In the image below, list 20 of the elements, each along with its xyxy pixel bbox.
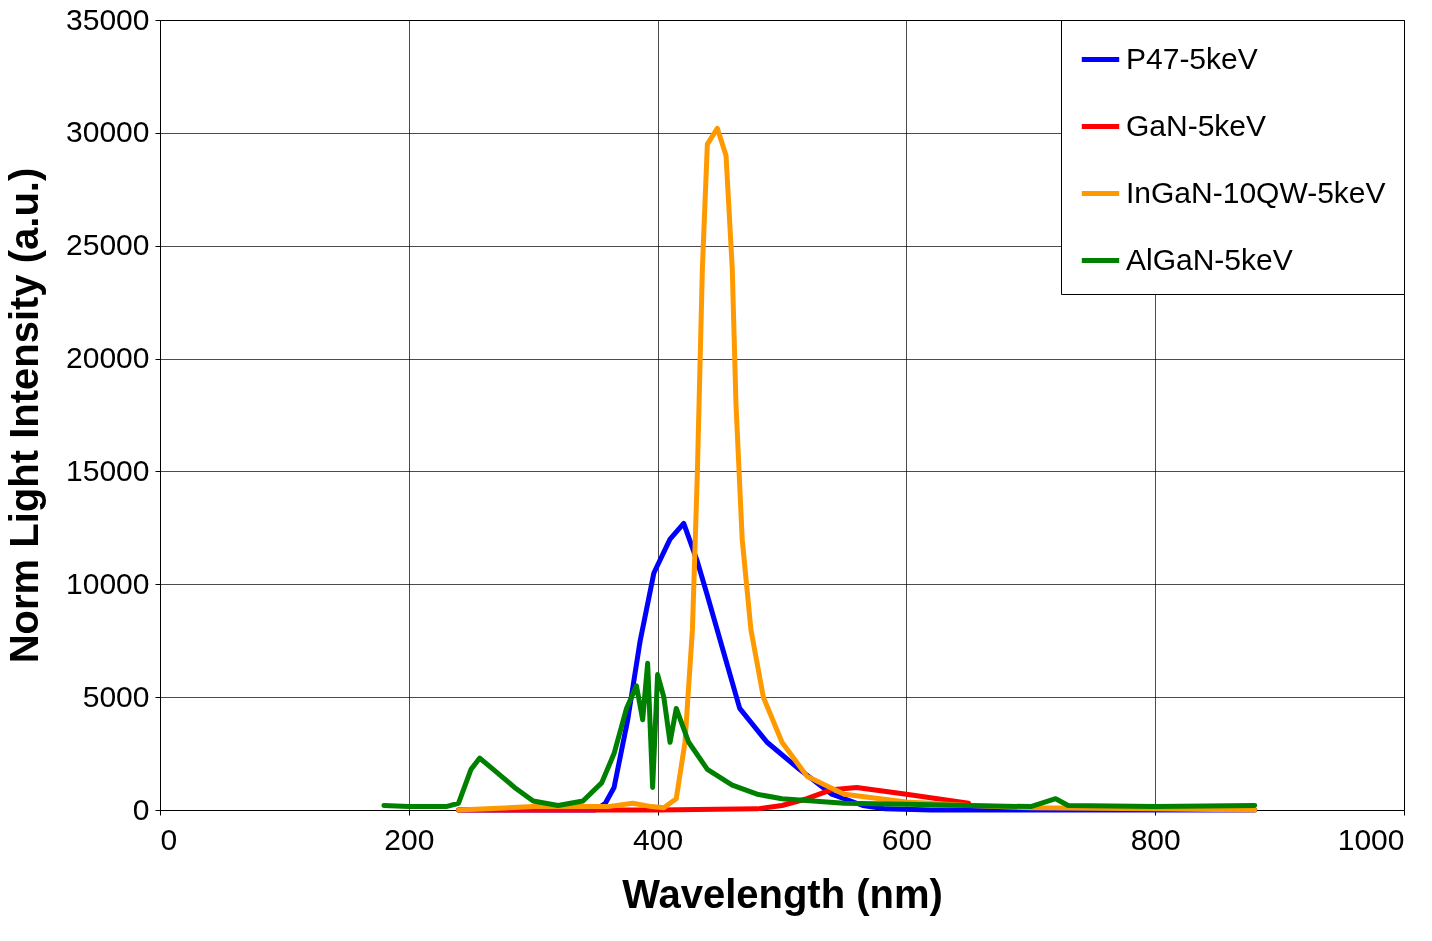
x-tick-label: 800 bbox=[1130, 822, 1181, 856]
y-axis-title: Norm Light Intensity (a.u.) bbox=[2, 167, 47, 664]
x-tick-label: 0 bbox=[160, 822, 178, 856]
y-tick-label: 35000 bbox=[66, 2, 150, 36]
legend-label: P47-5keV bbox=[1126, 41, 1258, 75]
legend-label: GaN-5keV bbox=[1126, 108, 1267, 142]
y-tick-label: 10000 bbox=[66, 566, 150, 600]
legend-label: InGaN-10QW-5keV bbox=[1126, 175, 1386, 209]
y-tick-label: 0 bbox=[132, 792, 150, 826]
y-tick-label: 30000 bbox=[66, 115, 150, 149]
y-tick-label: 15000 bbox=[66, 453, 150, 487]
x-axis-title: Wavelength (nm) bbox=[622, 871, 943, 916]
x-tick-label: 1000 bbox=[1337, 822, 1405, 856]
x-tick-label: 200 bbox=[384, 822, 435, 856]
y-tick-label: 25000 bbox=[66, 228, 150, 262]
y-tick-label: 5000 bbox=[82, 679, 150, 713]
x-tick-label: 400 bbox=[633, 822, 684, 856]
x-tick-label: 600 bbox=[881, 822, 932, 856]
y-tick-label: 20000 bbox=[66, 341, 150, 375]
legend-label: AlGaN-5keV bbox=[1126, 242, 1293, 276]
